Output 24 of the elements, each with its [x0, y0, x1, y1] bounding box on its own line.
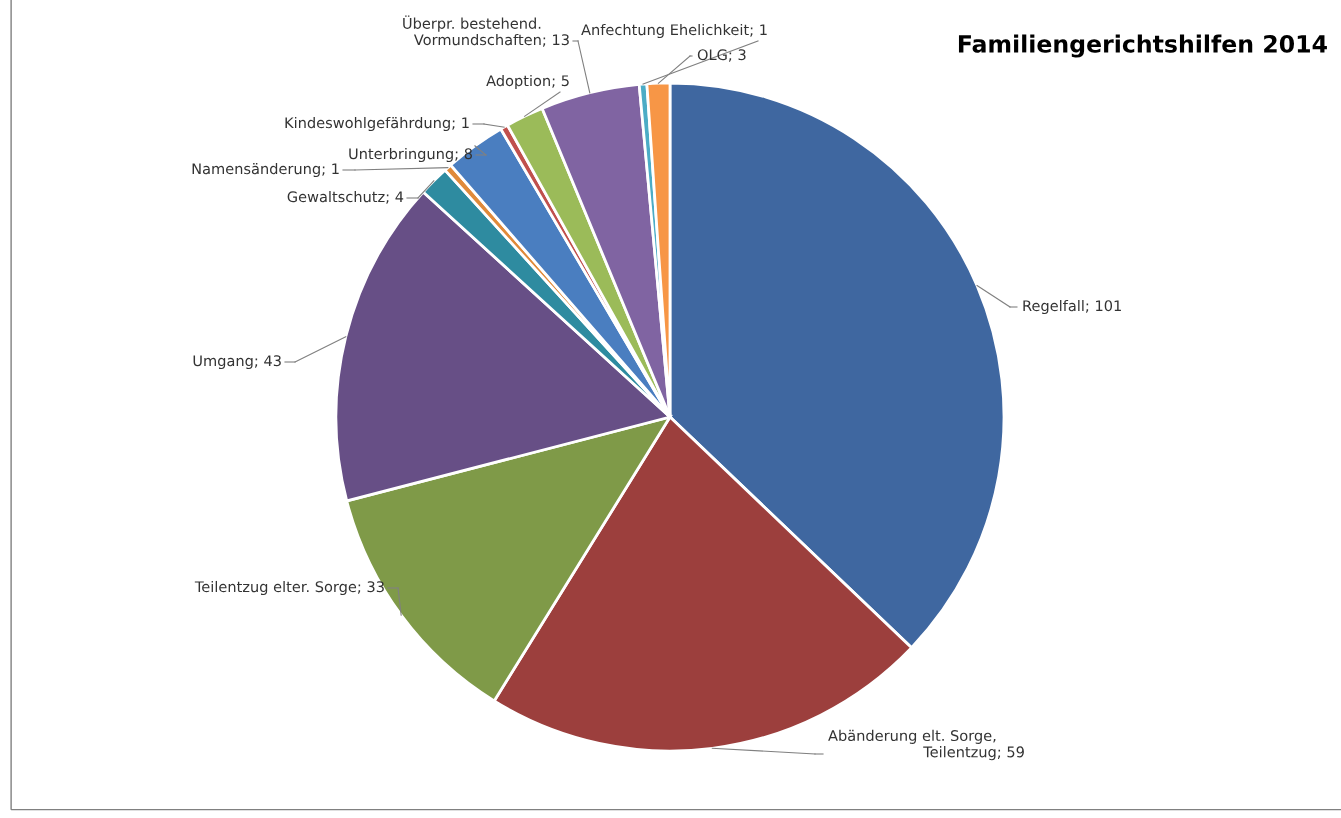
- data-label: ; 59: [997, 746, 1024, 759]
- slice-label: Kindeswohlgefährdung: [285, 116, 450, 132]
- data-label: ; 5: [552, 75, 569, 88]
- data-label: ; 101: [1086, 300, 1121, 313]
- slice-label: Abänderung elt. Sorge, Teilentzug: [828, 729, 996, 761]
- slice-label: Umgang: [193, 355, 253, 370]
- data-label: ; 43: [255, 355, 281, 368]
- text: Familiengerichtshilfen 2014: [958, 34, 1327, 58]
- slice-label: Gewaltschutz: [287, 190, 385, 203]
- data-label: ; 1: [322, 163, 339, 176]
- slice-label: Anfechtung Ehelichkeit: [581, 23, 749, 39]
- slice-label: Namensänderung: [192, 162, 320, 178]
- slice-label: Regelfall: [1023, 299, 1084, 315]
- data-label: ; 4: [386, 191, 404, 204]
- data-label: ; 3: [729, 49, 746, 62]
- data-label: ; 33: [358, 581, 384, 594]
- data-label: ; 1: [452, 117, 469, 130]
- slice-label: Teilentzug elter. Sorge: [194, 580, 357, 596]
- slice-label: Überpr. bestehend. Vormundschaften: [403, 15, 541, 46]
- slice-label: OLG: [697, 49, 727, 61]
- data-label: ; 13: [543, 34, 569, 47]
- slice-label: Adoption: [486, 74, 550, 90]
- slice-label: Unterbringung: [349, 147, 453, 163]
- data-label: ; 1: [750, 24, 767, 37]
